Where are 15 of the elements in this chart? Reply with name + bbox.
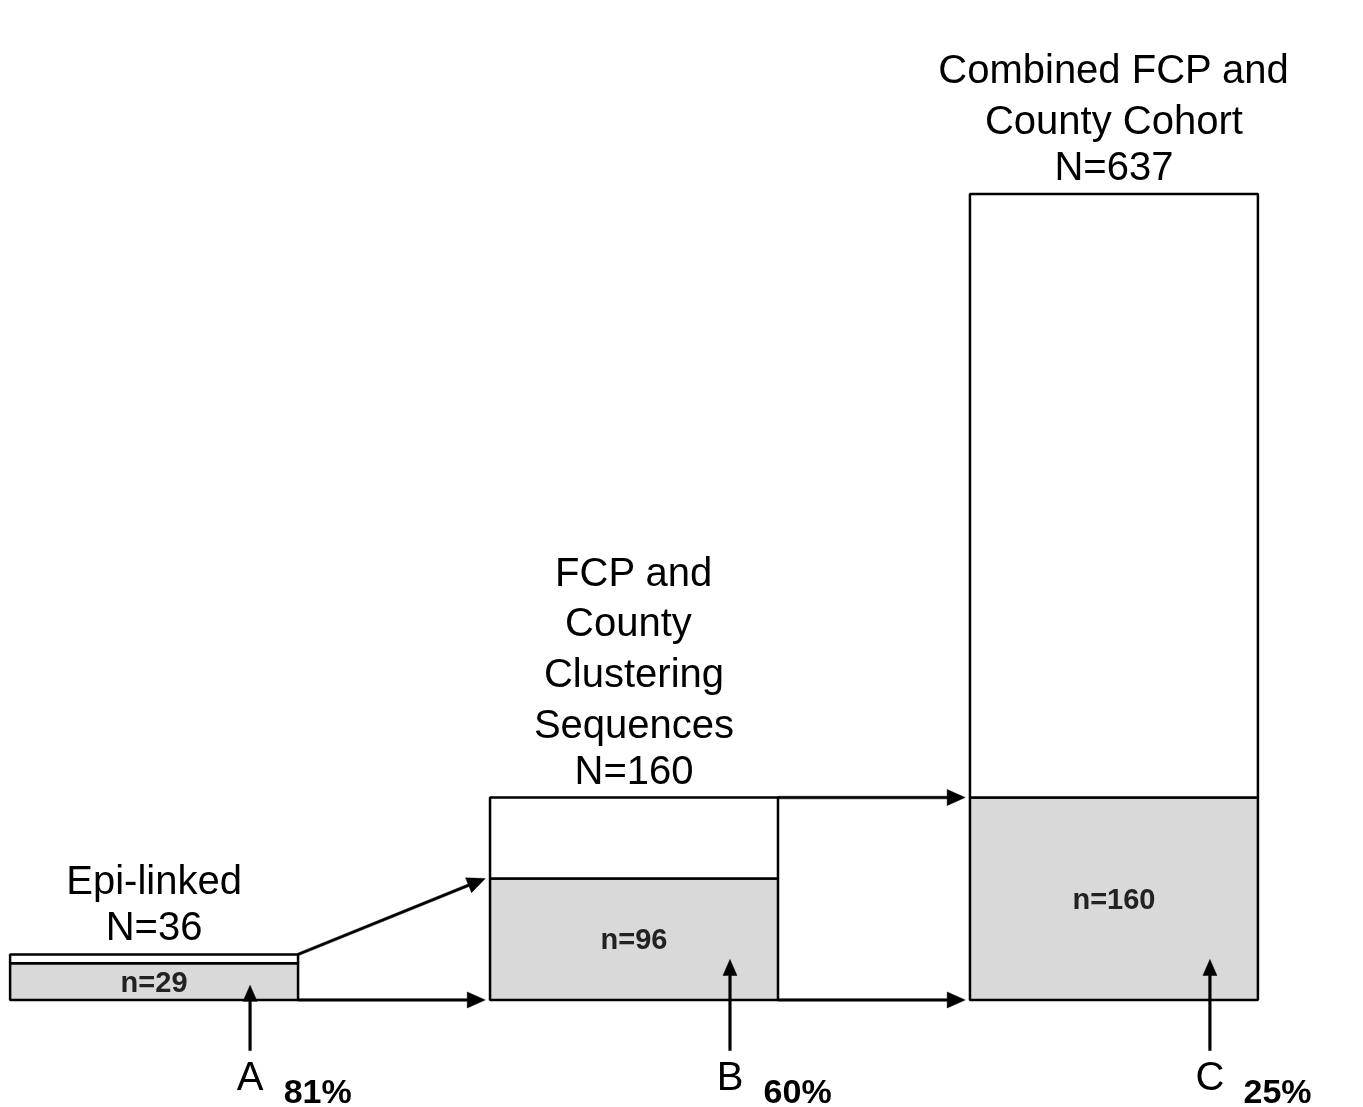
total-label: N=637	[1054, 144, 1174, 189]
total-label: N=160	[574, 747, 694, 792]
annotation: Epi-linked	[66, 858, 242, 903]
x-tick-label: C	[1195, 1053, 1225, 1098]
annotation: 60%	[763, 1072, 832, 1107]
data-label: n=96	[600, 923, 668, 956]
annotation: 81%	[283, 1072, 352, 1107]
data-label: n=29	[120, 965, 188, 998]
annotation: FCP and County Clustering Sequences	[533, 549, 735, 746]
x-tick-label: B	[716, 1053, 744, 1098]
annotation: 25%	[1243, 1072, 1312, 1107]
total-label: N=36	[105, 904, 203, 949]
data-label: n=160	[1072, 882, 1156, 915]
annotation: Combined FCP and County Cohort	[938, 47, 1289, 143]
x-tick-label: A	[236, 1053, 264, 1098]
